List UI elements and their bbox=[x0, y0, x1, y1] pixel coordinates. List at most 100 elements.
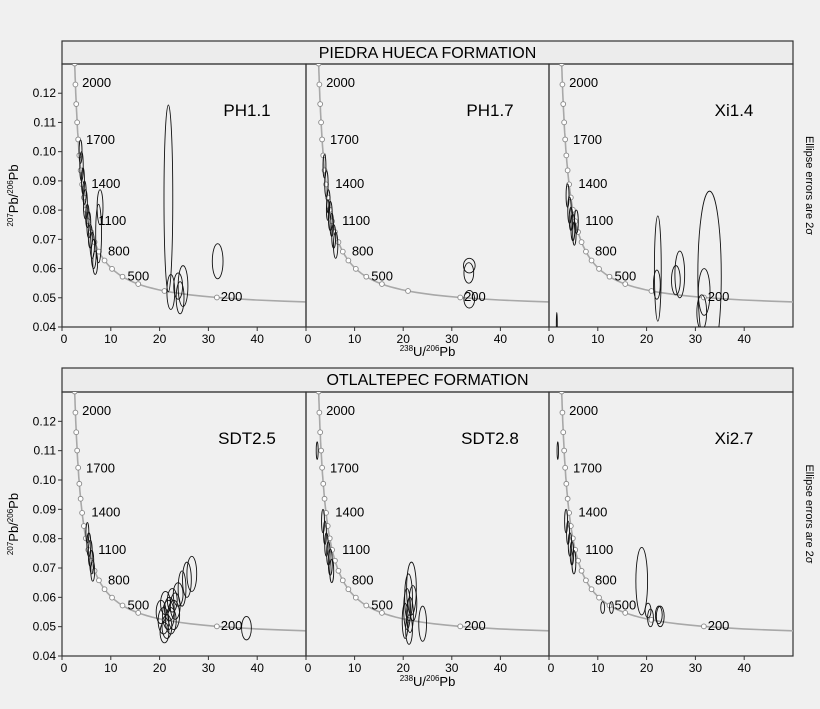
concordia-age-point bbox=[559, 81, 566, 88]
concordia-age-label: 1400 bbox=[578, 176, 607, 191]
concordia-age-label: 1700 bbox=[573, 460, 602, 475]
error-ellipse bbox=[96, 189, 104, 226]
concordia-age-point bbox=[457, 294, 464, 301]
concordia-age-point bbox=[335, 239, 342, 245]
concordia-age-label: 1700 bbox=[86, 460, 115, 475]
x-tick-label: 30 bbox=[689, 661, 703, 675]
concordia-age-point bbox=[596, 265, 602, 272]
y-tick-label: 0.05 bbox=[33, 620, 57, 634]
error-ellipse bbox=[674, 250, 686, 299]
error-ellipse bbox=[182, 561, 192, 598]
concordia-age-label: 1700 bbox=[330, 132, 359, 147]
concordia-age-label: 2000 bbox=[569, 403, 598, 418]
concordia-age-point bbox=[326, 535, 333, 542]
error-ellipse bbox=[647, 608, 654, 628]
concordia-age-point bbox=[561, 447, 568, 454]
error-ellipse bbox=[92, 250, 99, 275]
axis-label-sup2: 206 bbox=[426, 344, 440, 353]
error-ellipse bbox=[571, 549, 577, 575]
concordia-age-point bbox=[566, 181, 572, 188]
y-tick-label: 0.08 bbox=[33, 532, 57, 546]
axis-label-sup2: 206 bbox=[6, 508, 15, 522]
concordia-age-point bbox=[319, 464, 325, 471]
x-tick-label: 0 bbox=[548, 661, 555, 675]
concordia-age-point bbox=[109, 594, 115, 601]
x-tick-label: 10 bbox=[104, 332, 118, 346]
concordia-age-point bbox=[701, 623, 707, 630]
concordia-age-point bbox=[575, 557, 581, 564]
concordia-age-point bbox=[352, 265, 359, 272]
error-ellipse bbox=[159, 621, 170, 644]
axis-label-sup1: 238 bbox=[400, 674, 414, 683]
error-ellipse bbox=[315, 441, 319, 460]
ellipse-error-note: Ellipse errors are 2σ bbox=[803, 464, 815, 563]
concordia-age-point bbox=[320, 480, 327, 487]
error-ellipse bbox=[463, 257, 476, 274]
concordia-age-label: 200 bbox=[221, 618, 243, 633]
concordia-age-point bbox=[345, 586, 352, 593]
concordia-age-point bbox=[614, 630, 619, 635]
concordia-age-point bbox=[558, 15, 563, 20]
concordia-age-point bbox=[558, 64, 565, 67]
piedra-hueca-row: PIEDRA HUECA FORMATION 0.04 0.05 0.06 0.07 0.… bbox=[6, 15, 815, 359]
axis-label-mid: U/ bbox=[413, 344, 426, 359]
y-tick-label: 0.07 bbox=[33, 232, 57, 246]
concordia-age-point bbox=[214, 294, 220, 301]
x-tick-label: 10 bbox=[591, 661, 605, 675]
concordia-age-label: 800 bbox=[352, 244, 374, 259]
concordia-age-point bbox=[557, 289, 562, 294]
concordia-age-point bbox=[614, 301, 619, 306]
y-tick-label: 0.08 bbox=[33, 203, 57, 217]
concordia-age-point bbox=[563, 152, 570, 159]
concordia-age-label: 1100 bbox=[98, 213, 126, 228]
error-ellipse bbox=[164, 596, 175, 622]
concordia-age-label: 2000 bbox=[326, 75, 355, 90]
x-tick-label: 10 bbox=[104, 661, 118, 675]
concordia-age-point bbox=[372, 301, 377, 306]
concordia-age-label: 1400 bbox=[91, 504, 120, 519]
y-axis-label: 207Pb/206Pb bbox=[6, 164, 21, 226]
error-ellipse bbox=[653, 215, 662, 322]
x-tick-label: 40 bbox=[251, 332, 265, 346]
sample-label: Xi1.4 bbox=[715, 101, 754, 120]
svg-text:207Pb/206Pb: 207Pb/206Pb bbox=[6, 164, 21, 226]
concordia-age-label: 1100 bbox=[585, 213, 613, 228]
concordia-age-label: 1100 bbox=[342, 542, 370, 557]
axis-label-post: Pb bbox=[439, 674, 455, 689]
y-tick-label: 0.04 bbox=[33, 320, 57, 334]
concordia-age-point bbox=[588, 586, 595, 593]
error-ellipse bbox=[166, 588, 178, 613]
concordia-age-point bbox=[558, 343, 563, 348]
concordia-age-point bbox=[583, 248, 589, 255]
x-tick-label: 20 bbox=[397, 661, 411, 675]
concordia-age-point bbox=[622, 610, 629, 616]
concordia-age-label: 800 bbox=[595, 244, 617, 259]
error-ellipse bbox=[418, 605, 427, 642]
concordia-age-point bbox=[323, 509, 329, 516]
concordia-age-label: 1100 bbox=[98, 542, 126, 557]
error-ellipse bbox=[90, 560, 96, 582]
y-tick-label: 0.12 bbox=[33, 86, 57, 100]
axis-label-post: Pb bbox=[439, 344, 455, 359]
concordia-age-point bbox=[588, 257, 595, 264]
axis-label-sup2: 206 bbox=[6, 180, 15, 194]
concordia-age-label: 1400 bbox=[91, 176, 120, 191]
sample-label: SDT2.5 bbox=[218, 429, 276, 448]
concordia-age-point bbox=[564, 167, 571, 174]
x-tick-label: 30 bbox=[202, 332, 216, 346]
concordia-age-point bbox=[72, 409, 79, 416]
error-ellipse bbox=[177, 570, 187, 607]
concordia-age-point bbox=[363, 602, 370, 609]
error-ellipse bbox=[321, 508, 325, 534]
concordia-age-label: 2000 bbox=[82, 403, 111, 418]
x-tick-label: 0 bbox=[548, 332, 555, 346]
concordia-age-point bbox=[560, 429, 567, 436]
concordia-age-point bbox=[316, 81, 323, 88]
axis-label-mid: Pb/ bbox=[6, 522, 21, 542]
error-ellipse bbox=[573, 209, 579, 234]
concordia-age-label: 800 bbox=[108, 244, 130, 259]
error-ellipse bbox=[654, 605, 663, 625]
concordia-age-label: 800 bbox=[352, 572, 374, 587]
concordia-age-label: 1400 bbox=[335, 504, 364, 519]
error-ellipse bbox=[241, 615, 252, 641]
